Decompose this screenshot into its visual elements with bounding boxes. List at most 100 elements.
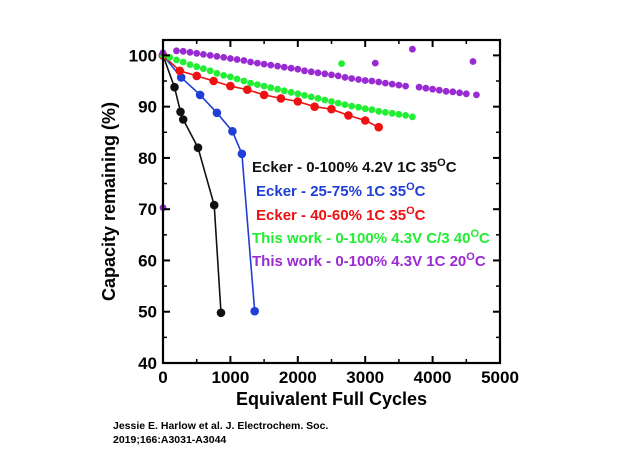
data-point <box>301 92 308 99</box>
data-point <box>341 101 349 108</box>
data-point <box>193 49 201 57</box>
x-tick-label: 0 <box>158 368 167 387</box>
data-point <box>294 65 302 73</box>
data-point <box>192 71 201 81</box>
data-point <box>176 107 185 117</box>
data-point <box>240 57 248 64</box>
data-point <box>462 90 470 98</box>
data-point <box>247 79 255 87</box>
series-4 <box>159 45 480 212</box>
data-point <box>280 63 288 71</box>
data-point <box>227 55 234 62</box>
data-point <box>338 60 345 67</box>
data-point <box>301 67 308 75</box>
data-point <box>429 85 436 93</box>
data-point <box>409 45 416 53</box>
y-tick-label: 90 <box>138 98 157 117</box>
data-point <box>220 54 228 61</box>
citation-line-2: 2019;166:A3031-A3044 <box>113 434 227 446</box>
legend-entry-4: This work - 0-100% 4.3V 1C 20OC <box>252 251 486 270</box>
data-point <box>237 149 247 159</box>
data-point <box>409 113 416 121</box>
citation-line-1: Jessie E. Harlow et al. J. Electrochem. … <box>113 420 329 432</box>
y-tick-label: 80 <box>138 149 157 168</box>
y-tick-label: 40 <box>138 354 157 373</box>
y-tick-label: 100 <box>129 46 157 65</box>
data-point <box>328 71 335 79</box>
data-point <box>206 52 214 59</box>
x-tick-label: 5000 <box>481 368 519 387</box>
data-point <box>260 82 268 90</box>
data-point <box>294 90 302 98</box>
data-point <box>375 78 383 86</box>
x-tick-label: 2000 <box>279 368 317 387</box>
series-1 <box>158 51 259 316</box>
data-point <box>368 77 376 85</box>
data-point <box>209 200 219 210</box>
data-point <box>469 58 477 65</box>
data-point <box>216 308 226 318</box>
data-point <box>344 111 353 120</box>
data-point <box>334 99 342 107</box>
data-point <box>179 47 187 55</box>
data-point <box>382 108 389 116</box>
data-point <box>212 108 222 118</box>
y-tick-label: 70 <box>138 200 157 219</box>
series-line <box>162 55 222 313</box>
data-point <box>327 104 336 114</box>
x-tick-label: 3000 <box>346 368 384 387</box>
data-point <box>328 98 335 105</box>
data-point <box>307 68 315 76</box>
data-point <box>310 102 319 111</box>
data-point <box>395 81 403 89</box>
data-point <box>442 87 450 95</box>
data-point <box>220 72 228 79</box>
data-point <box>368 106 376 114</box>
data-point <box>287 64 295 72</box>
data-point <box>293 97 303 106</box>
data-point <box>361 77 369 84</box>
data-point <box>314 95 322 102</box>
citation: Jessie E. Harlow et al. J. Electrochem. … <box>113 419 443 447</box>
data-point <box>206 67 214 75</box>
data-point <box>209 76 218 86</box>
y-axis-title: Capacity remaining (%) <box>99 102 119 301</box>
data-point <box>395 110 403 118</box>
data-point <box>375 107 383 115</box>
data-point <box>307 93 315 101</box>
data-point <box>227 73 234 81</box>
data-point <box>178 115 188 124</box>
data-point <box>226 81 235 91</box>
y-tick-label: 50 <box>138 303 157 322</box>
data-point <box>321 96 329 104</box>
data-point <box>228 127 237 136</box>
x-tick-label: 1000 <box>211 368 249 387</box>
data-point <box>195 90 205 100</box>
data-point <box>456 89 463 97</box>
data-point <box>355 103 362 111</box>
series-0 <box>158 51 226 318</box>
data-point <box>193 63 201 71</box>
legend-entry-1: Ecker - 25-75% 1C 35OC <box>256 181 426 200</box>
data-point <box>287 88 295 96</box>
x-axis-title: Equivalent Full Cycles <box>236 389 427 409</box>
data-point <box>274 85 281 93</box>
data-point <box>260 60 268 68</box>
data-point <box>173 56 180 64</box>
data-point <box>314 69 322 77</box>
data-point <box>435 86 443 94</box>
data-point <box>388 109 396 117</box>
data-point <box>402 112 409 119</box>
data-point <box>250 306 259 316</box>
series-2 <box>158 51 384 132</box>
data-point <box>334 72 342 80</box>
data-point <box>371 59 379 67</box>
data-point <box>175 66 185 76</box>
data-point <box>176 73 186 82</box>
data-point <box>259 90 269 100</box>
data-point <box>267 84 275 92</box>
data-point <box>361 105 369 113</box>
data-point <box>276 94 286 103</box>
data-point <box>254 59 261 67</box>
